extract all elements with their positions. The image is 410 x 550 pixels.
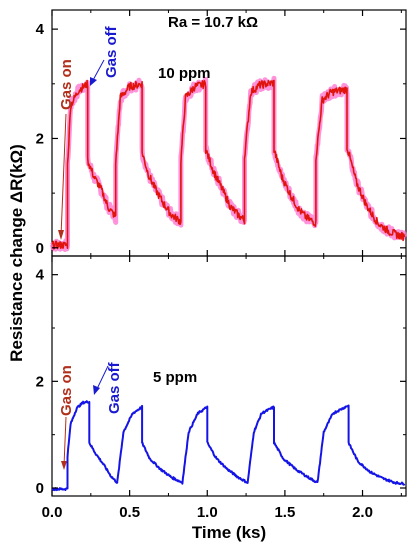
bottom-ytick-label: 4 [36,267,45,284]
bottom-ytick-label: 0 [36,480,44,497]
xtick-label: 1.0 [197,504,218,521]
top-ytick-label: 2 [36,130,44,147]
bottom-gas-off-arrow [95,365,109,392]
bottom-gas-on-arrow [63,416,67,467]
xtick-label: 2.0 [352,504,373,521]
xtick-label: 0.0 [42,504,63,521]
axis-ticks: 0 2 4 0 2 4 0.0 0.5 1.0 1.5 2.0 [36,10,406,521]
bottom-gas-off-arrowhead [93,385,100,395]
xtick-label: 0.5 [119,504,140,521]
top-gas-on-arrow [60,113,67,237]
top-series-10ppm [51,79,406,250]
panel-label-10ppm: 10 ppm [158,65,211,82]
bottom-gas-off-label: Gas off [106,361,123,414]
header-ra: Ra = 10.7 kΩ [168,14,258,31]
bottom-gas-on-arrowhead [61,461,67,470]
xtick-label: 1.5 [274,504,295,521]
top-gas-on-label: Gas on [58,59,75,110]
bottom-ytick-label: 2 [36,373,44,390]
top-gas-off-label: Gas off [103,25,120,78]
top-series-line [51,79,406,250]
bottom-series-line [51,400,406,492]
bottom-series-5ppm [51,400,406,492]
top-gas-off-arrow [91,59,105,83]
bottom-plot-frame [51,255,407,497]
panel-label-5ppm: 5 ppm [153,369,197,386]
top-gas-on-arrowhead [58,230,64,240]
top-ytick-label: 0 [36,240,44,257]
bottom-gas-on-label: Gas on [58,365,75,416]
x-axis-title: Time (ks) [192,523,266,542]
top-ytick-label: 4 [36,21,45,38]
y-axis-title: Resistance change ΔR(kΩ) [7,144,26,362]
top-gas-off-arrowhead [90,77,97,86]
